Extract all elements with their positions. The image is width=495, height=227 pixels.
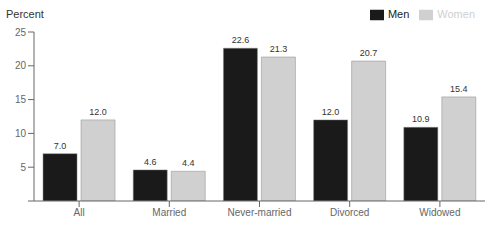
svg-text:10.9: 10.9 — [412, 114, 430, 124]
svg-text:20: 20 — [15, 60, 27, 71]
html-text:Women: Women — [437, 8, 475, 20]
svg-text:Married: Married — [152, 207, 186, 218]
svg-text:Divorced: Divorced — [330, 207, 369, 218]
svg-text:Widowed: Widowed — [419, 207, 460, 218]
svg-text:5: 5 — [20, 162, 26, 173]
html-text:Percent: Percent — [6, 8, 44, 20]
svg-text:10: 10 — [15, 128, 27, 139]
svg-text:12.0: 12.0 — [89, 107, 107, 117]
svg-text:4.6: 4.6 — [144, 157, 157, 167]
svg-text:All: All — [74, 207, 85, 218]
svg-text:12.0: 12.0 — [322, 107, 340, 117]
svg-text:4.4: 4.4 — [182, 158, 195, 168]
svg-text:7.0: 7.0 — [54, 141, 67, 151]
svg-text:25: 25 — [15, 27, 27, 38]
html-text:Men: Men — [387, 8, 410, 20]
svg-text:Never-married: Never-married — [228, 207, 292, 218]
svg-text:15: 15 — [15, 94, 27, 105]
svg-text:15.4: 15.4 — [450, 84, 468, 94]
svg-text:21.3: 21.3 — [270, 44, 288, 54]
svg-text:22.6: 22.6 — [232, 35, 250, 45]
svg-text:20.7: 20.7 — [360, 48, 378, 58]
